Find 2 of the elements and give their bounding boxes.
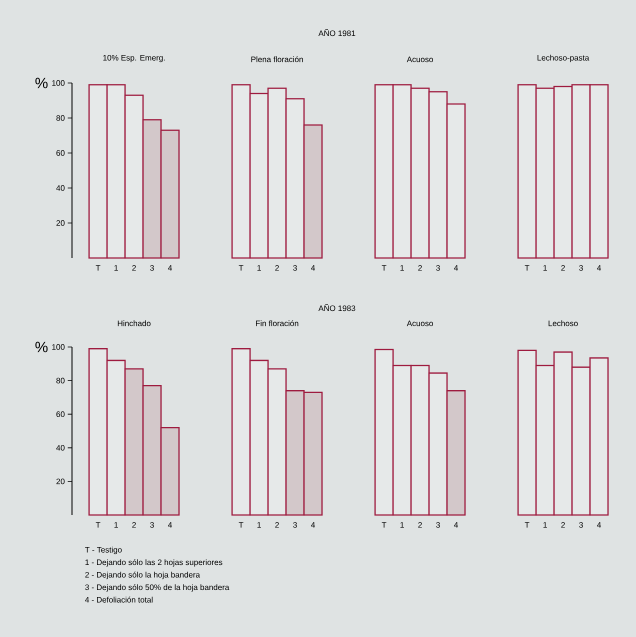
y-axis-title: % xyxy=(35,342,48,352)
y-axis-title: % xyxy=(35,78,48,88)
